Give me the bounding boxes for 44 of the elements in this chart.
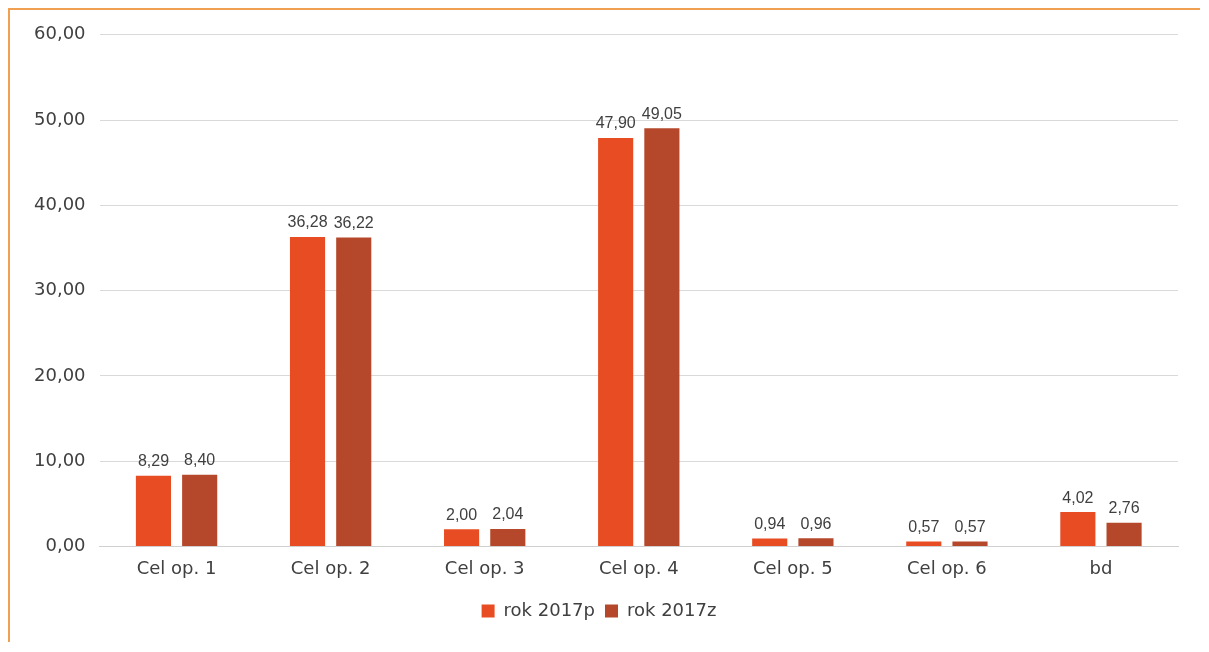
data-label: 2,76 [1108, 499, 1140, 517]
data-label: 0,57 [954, 517, 986, 535]
y-tick-label: 0,00 [45, 534, 86, 556]
data-label: 0,96 [800, 514, 832, 532]
x-tick-label: Cel op. 2 [290, 556, 371, 578]
y-tick-label: 20,00 [34, 363, 86, 385]
bar [906, 541, 942, 546]
data-label: 8,40 [184, 451, 216, 469]
y-tick-label: 60,00 [34, 22, 86, 44]
x-tick-label: bd [1089, 556, 1113, 578]
x-tick-label: Cel op. 6 [907, 556, 987, 578]
x-tick-label: Cel op. 3 [444, 556, 525, 578]
bar [1106, 522, 1142, 546]
bar [135, 475, 172, 546]
y-tick-label: 40,00 [34, 193, 86, 215]
x-tick-label: Cel op. 5 [752, 556, 833, 578]
legend-label: rok 2017p [503, 598, 595, 620]
data-label: 36,22 [333, 213, 374, 231]
bar [798, 538, 834, 546]
data-label: 2,04 [492, 505, 524, 523]
bar [182, 474, 218, 546]
data-label: 49,05 [641, 104, 682, 122]
x-tick-label: Cel op. 1 [136, 556, 217, 578]
bar [289, 237, 326, 546]
bar [952, 541, 988, 546]
x-tick-label: Cel op. 4 [598, 556, 679, 578]
bar [336, 237, 372, 546]
legend-label: rok 2017z [626, 598, 717, 620]
data-label: 36,28 [287, 213, 328, 231]
bar [598, 137, 634, 546]
data-label: 47,90 [595, 114, 636, 132]
bar [444, 529, 480, 546]
bar [752, 538, 788, 546]
y-tick-label: 10,00 [34, 448, 86, 470]
y-tick-label: 50,00 [34, 107, 86, 129]
data-label: 4,02 [1062, 488, 1094, 506]
data-label: 2,00 [446, 505, 478, 523]
data-label: 0,94 [754, 514, 786, 532]
y-tick-label: 30,00 [34, 278, 86, 300]
data-label: 8,29 [137, 452, 170, 470]
bar [644, 128, 680, 546]
bar [1060, 512, 1096, 546]
bar [490, 529, 526, 546]
data-label: 0,57 [908, 517, 940, 535]
